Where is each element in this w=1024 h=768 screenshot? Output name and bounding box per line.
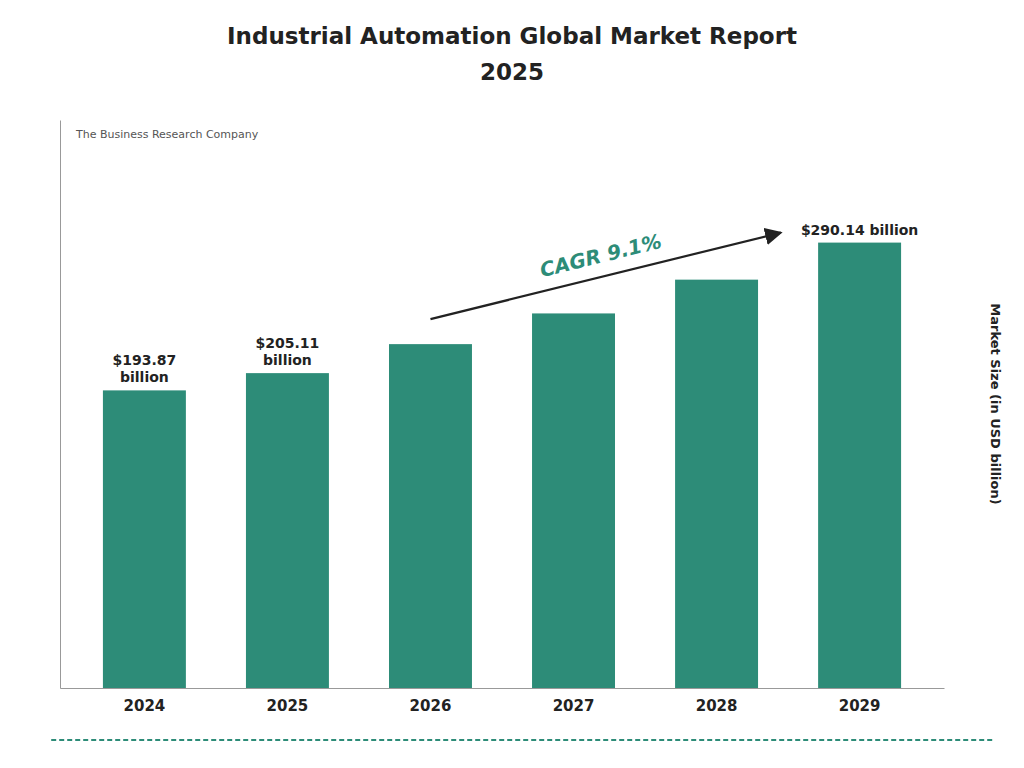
company-label: The Business Research Company <box>75 128 259 141</box>
bar <box>675 280 758 688</box>
x-tick: 2027 <box>553 697 595 715</box>
x-axis-line <box>61 688 945 689</box>
bar <box>103 390 186 688</box>
cagr-label: CAGR 9.1% <box>537 229 664 282</box>
x-tick-label: 2028 <box>696 697 738 715</box>
x-tick-label: 2026 <box>410 697 452 715</box>
title: Industrial Automation Global Market Repo… <box>227 23 797 49</box>
x-tick-label: 2024 <box>124 697 166 715</box>
bars <box>103 243 901 688</box>
chart-svg: 202420252026202720282029$193.87billion$2… <box>0 0 1024 768</box>
bar <box>818 243 901 688</box>
data-label: $290.14 billion <box>801 222 918 238</box>
x-tick: 2029 <box>839 697 881 715</box>
bar <box>389 344 472 688</box>
x-tick-label: 2025 <box>267 697 309 715</box>
x-tick-label: 2027 <box>553 697 595 715</box>
data-label-line: $193.87 <box>113 352 177 368</box>
y-axis-label: Market Size (in USD billion) <box>988 303 1003 504</box>
bar <box>246 373 329 688</box>
data-label-line: $205.11 <box>256 335 320 351</box>
x-tick: 2024 <box>124 697 166 715</box>
data-label-line: billion <box>120 369 169 385</box>
y-axis-line <box>60 121 61 689</box>
data-label-line: $290.14 billion <box>801 222 918 238</box>
data-labels: $193.87billion$205.11billion$290.14 bill… <box>113 222 919 386</box>
y-axis <box>60 121 61 689</box>
chart-container: 202420252026202720282029$193.87billion$2… <box>0 0 1024 768</box>
bottom-rule <box>51 739 993 741</box>
x-tick-label: 2029 <box>839 697 881 715</box>
subtitle: 2025 <box>480 59 544 85</box>
data-label: $193.87billion <box>113 352 177 386</box>
x-tick: 2028 <box>696 697 738 715</box>
data-label: $205.11billion <box>256 335 320 369</box>
bar <box>532 313 615 688</box>
x-axis: 2024 2025 2026 2027 2028 2029 <box>61 689 945 715</box>
data-label-line: billion <box>263 352 312 368</box>
x-tick: 2025 <box>267 697 309 715</box>
x-tick: 2026 <box>410 697 452 715</box>
